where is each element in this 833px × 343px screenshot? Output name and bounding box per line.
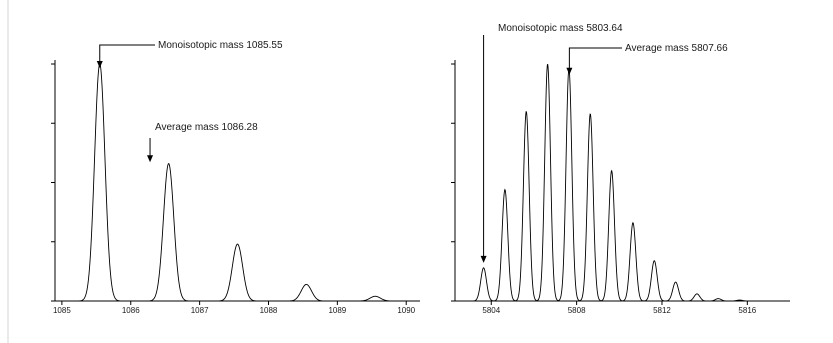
- x-tick-label: 5804: [482, 306, 500, 315]
- isotope-spectrum-line: [55, 63, 420, 302]
- x-tick-label: 1090: [397, 306, 415, 315]
- x-tick-label: 5808: [568, 306, 586, 315]
- spectrum-panel-peptide: 1085 1086 1087 1088 1089 1090 Monoisotopic mas…: [51, 40, 420, 315]
- annotation-arrowhead: [566, 67, 573, 75]
- annotation-arrow: [568, 47, 622, 69]
- x-tick-label: 5816: [738, 306, 756, 315]
- annotation-label: Monoisotopic mass 1085.55: [158, 40, 283, 51]
- annotation-arrowhead: [96, 61, 103, 68]
- annotation-label: Average mass 5807.66: [625, 43, 728, 54]
- annotation-label: Average mass 1086.28: [155, 122, 258, 133]
- annotation-arrowhead: [147, 155, 154, 163]
- annotation-arrowhead: [480, 255, 487, 263]
- annotation-label: Monoisotopic mass 5803.64: [498, 23, 623, 34]
- x-tick-label: 1086: [122, 306, 140, 315]
- x-tick-label: 1087: [191, 306, 209, 315]
- spectrum-panel-protein: 5804 5808 5812 5816 Monoisotopic mass 5803.6…: [451, 23, 790, 315]
- x-tick-label: 1085: [53, 306, 71, 315]
- x-tick-label: 1088: [260, 306, 278, 315]
- x-tick-label: 1089: [328, 306, 346, 315]
- annotation-arrow: [99, 44, 155, 62]
- isotope-spectrum-line: [455, 63, 790, 302]
- x-tick-label: 5812: [653, 306, 671, 315]
